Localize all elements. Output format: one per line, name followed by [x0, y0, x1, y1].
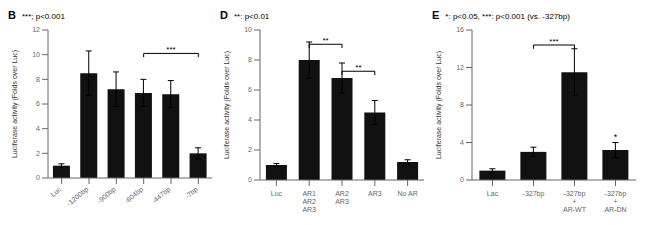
- svg-text:6: 6: [36, 100, 40, 107]
- svg-text:Luc: Luc: [271, 190, 283, 197]
- svg-text:-327bp: -327bp: [523, 190, 545, 198]
- svg-text:Lac: Lac: [487, 190, 499, 197]
- html-text:D: D: [220, 9, 228, 21]
- html-text:**: p<0.01: **: p<0.01: [234, 12, 270, 21]
- svg-text:2: 2: [36, 150, 40, 157]
- svg-text:4: 4: [460, 139, 464, 146]
- svg-text:0: 0: [248, 176, 252, 183]
- svg-text:8: 8: [248, 56, 252, 63]
- html-text:***; p<0.001: ***; p<0.001: [22, 12, 65, 21]
- svg-text:-327bp+AR-WT: -327bp+AR-WT: [563, 190, 587, 213]
- svg-text:***: ***: [166, 45, 175, 54]
- svg-text:10: 10: [32, 51, 40, 58]
- svg-text:**: **: [355, 63, 361, 72]
- svg-text:4: 4: [36, 125, 40, 132]
- svg-text:0: 0: [460, 176, 464, 183]
- svg-text:-900bp: -900bp: [96, 185, 118, 205]
- svg-text:Luc: Luc: [49, 185, 63, 198]
- html-text:E: E: [432, 9, 440, 21]
- svg-text:6: 6: [248, 86, 252, 93]
- svg-text:2: 2: [248, 146, 252, 153]
- svg-text:*: *: [614, 132, 618, 142]
- svg-text:Luciferase activity (Folds ove: Luciferase activity (Folds over Luc): [435, 51, 443, 159]
- svg-text:AR1AR2AR3: AR1AR2AR3: [302, 190, 316, 213]
- html-text:*: p<0.05, ***: p<0.001 (vs. -: *: p<0.05, ***: p<0.001 (vs. -327bp): [445, 12, 570, 21]
- html-text:B: B: [8, 9, 16, 21]
- svg-text:-1200bp: -1200bp: [65, 185, 90, 208]
- svg-text:Luciferase activity (Folds ove: Luciferase activity (Folds over Luc): [11, 50, 19, 158]
- svg-text:**: **: [322, 36, 328, 45]
- svg-text:Luciferase activity (Folds ove: Luciferase activity (Folds over Luc): [223, 51, 231, 159]
- svg-text:***: ***: [549, 37, 558, 46]
- svg-text:12: 12: [32, 26, 40, 33]
- svg-text:16: 16: [456, 26, 464, 33]
- svg-text:No AR: No AR: [397, 190, 417, 197]
- svg-text:8: 8: [460, 101, 464, 108]
- svg-text:-327bp+AR-DN: -327bp+AR-DN: [604, 190, 626, 213]
- svg-text:0: 0: [36, 174, 40, 181]
- svg-text:12: 12: [456, 64, 464, 71]
- svg-text:8: 8: [36, 76, 40, 83]
- svg-text:-447bp: -447bp: [150, 185, 172, 205]
- svg-text:AR2AR3: AR2AR3: [335, 190, 349, 205]
- svg-text:10: 10: [244, 26, 252, 33]
- svg-text:-7bp: -7bp: [184, 185, 200, 200]
- svg-text:AR3: AR3: [368, 190, 382, 197]
- svg-text:4: 4: [248, 116, 252, 123]
- svg-text:-604bp: -604bp: [123, 185, 145, 205]
